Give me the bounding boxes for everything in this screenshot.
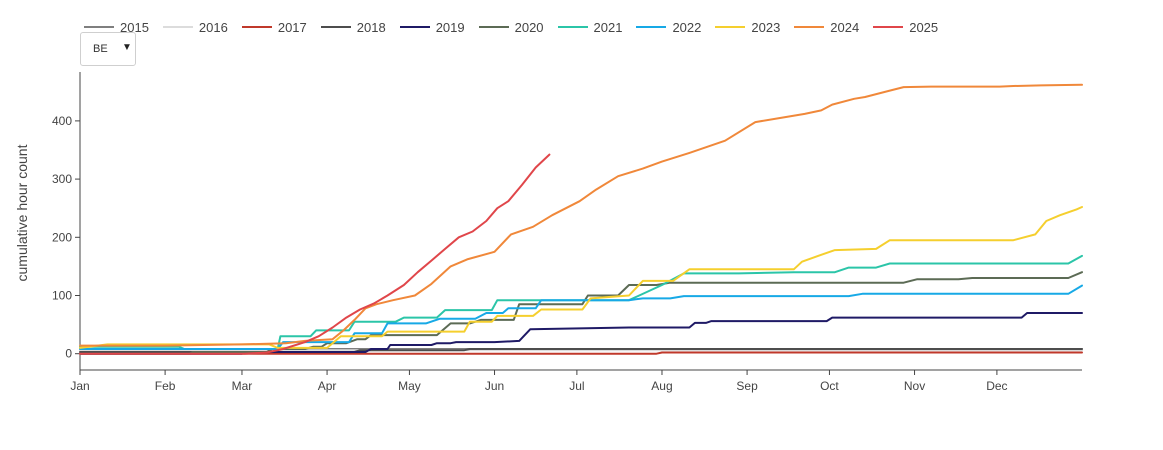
triangle-down-icon: ▼ bbox=[122, 42, 132, 53]
x-tick-label: Aug bbox=[651, 379, 672, 393]
legend-item-2016[interactable]: 2016 bbox=[162, 19, 228, 35]
x-tick-label: Jun bbox=[485, 379, 504, 393]
legend-label: 2023 bbox=[751, 19, 781, 35]
legend-label: 2017 bbox=[277, 19, 307, 35]
series-line-2020 bbox=[79, 271, 1083, 355]
legend-label: 2021 bbox=[593, 19, 623, 35]
legend-item-2023[interactable]: 2023 bbox=[715, 20, 780, 35]
y-tick-label: 200 bbox=[52, 230, 72, 244]
x-tick-label: Jan bbox=[70, 379, 89, 393]
legend-item-2022[interactable]: 2022 bbox=[636, 20, 701, 35]
series-line-2023 bbox=[79, 206, 1083, 349]
legend-label: 2022 bbox=[672, 19, 702, 35]
x-tick-label: Mar bbox=[232, 379, 253, 393]
legend-swatch bbox=[873, 26, 904, 28]
x-tick-label: May bbox=[398, 379, 421, 393]
x-tick-label: Dec bbox=[986, 379, 1007, 393]
legend-item-2024[interactable]: 2024 bbox=[794, 20, 859, 35]
legend-label: 2016 bbox=[198, 19, 228, 35]
x-tick-label: Nov bbox=[904, 379, 925, 393]
series-line-2019 bbox=[79, 312, 1083, 355]
legend-label: 2024 bbox=[830, 19, 860, 35]
legend-swatch bbox=[320, 26, 351, 28]
legend-swatch bbox=[794, 26, 825, 28]
legend-label: 2018 bbox=[356, 19, 386, 35]
x-tick-label: Oct bbox=[820, 379, 839, 393]
y-tick-label: 300 bbox=[52, 172, 72, 186]
series-line-2017 bbox=[79, 351, 1083, 355]
series-line-2024 bbox=[79, 83, 1083, 347]
legend-swatch bbox=[399, 26, 430, 28]
legend-item-2017[interactable]: 2017 bbox=[241, 19, 307, 35]
legend-label: 2025 bbox=[909, 19, 939, 35]
legend-swatch bbox=[241, 26, 272, 28]
legend-label: 2020 bbox=[514, 19, 544, 35]
series-line-2021 bbox=[79, 254, 1083, 350]
y-tick-label: 100 bbox=[52, 289, 72, 303]
legend-swatch bbox=[84, 26, 114, 28]
series-line-2025 bbox=[79, 153, 551, 355]
x-tick-label: Sep bbox=[736, 379, 758, 393]
y-tick-label: 400 bbox=[52, 114, 72, 128]
region-dropdown[interactable]: BE ▼ bbox=[80, 32, 136, 66]
legend-label: 2015 bbox=[120, 19, 149, 35]
legend-label: 2019 bbox=[435, 19, 465, 35]
legend-swatch bbox=[478, 26, 509, 28]
region-dropdown-value: BE bbox=[93, 43, 108, 55]
legend-item-2018[interactable]: 2018 bbox=[320, 19, 386, 35]
legend-item-2015[interactable]: 2015 bbox=[84, 20, 149, 35]
legend-swatch bbox=[715, 26, 746, 28]
x-tick-label: Jul bbox=[569, 379, 584, 393]
legend-swatch bbox=[557, 26, 588, 28]
legend-item-2021[interactable]: 2021 bbox=[557, 19, 623, 35]
y-tick-label: 0 bbox=[65, 347, 72, 361]
legend-item-2020[interactable]: 2020 bbox=[478, 19, 544, 35]
legend-item-2019[interactable]: 2019 bbox=[399, 19, 465, 35]
legend-swatch bbox=[636, 26, 667, 28]
chart-legend: 2015 2016 2017 2018 2019 2020 2021 2022 2023 2024… bbox=[84, 18, 952, 36]
legend-item-2025[interactable]: 2025 bbox=[873, 20, 938, 35]
y-axis-title: cumulative hour count bbox=[14, 144, 30, 281]
legend-swatch bbox=[162, 26, 193, 28]
x-tick-label: Apr bbox=[318, 379, 337, 393]
x-tick-label: Feb bbox=[155, 379, 176, 393]
